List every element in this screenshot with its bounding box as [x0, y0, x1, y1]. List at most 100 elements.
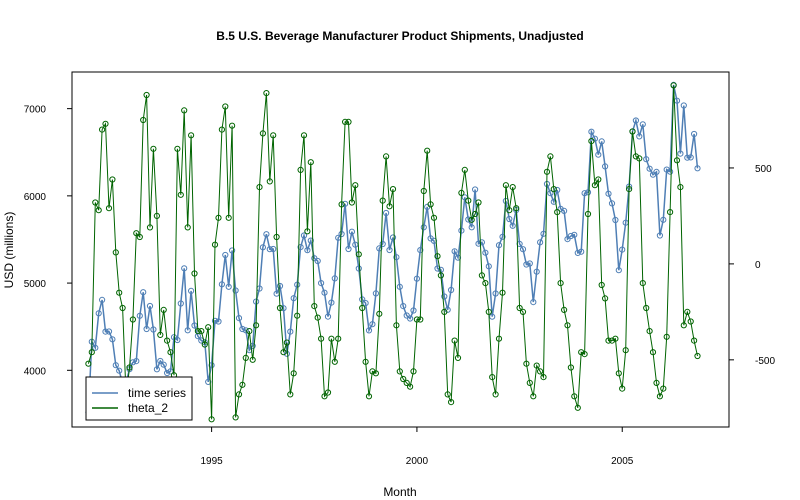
data-point-theta-2 [502, 182, 509, 189]
data-point-time-series [554, 186, 561, 194]
y-tick-label: 4000 [24, 366, 47, 377]
y-tick-label: 6000 [24, 192, 47, 203]
data-point-time-series [475, 240, 482, 247]
data-point-theta-2 [218, 126, 225, 133]
data-point-theta-2 [324, 389, 332, 396]
series-theta-2 [85, 82, 701, 423]
data-point-theta-2 [369, 368, 376, 375]
data-point-theta-2 [492, 391, 499, 398]
data-point-theta-2 [256, 184, 263, 191]
data-point-theta-2 [605, 337, 612, 344]
data-point-time-series [571, 231, 578, 238]
data-point-time-series [372, 290, 379, 297]
data-point-theta-2 [495, 335, 503, 342]
data-point-time-series [526, 260, 533, 267]
data-point-theta-2 [150, 145, 157, 152]
data-point-time-series [314, 257, 321, 265]
data-point-theta-2 [222, 103, 229, 110]
data-point-time-series [653, 168, 660, 175]
data-point-theta-2 [437, 272, 444, 279]
data-point-theta-2 [280, 349, 287, 356]
data-point-time-series [413, 275, 420, 282]
data-point-theta-2 [561, 306, 568, 313]
data-point-theta-2 [146, 224, 154, 231]
data-point-time-series [290, 295, 297, 302]
data-point-theta-2 [584, 210, 592, 218]
data-point-time-series [105, 328, 113, 335]
data-point-time-series [266, 246, 273, 253]
data-point-time-series [136, 312, 143, 319]
data-point-theta-2 [239, 381, 246, 388]
data-point-time-series [143, 325, 150, 333]
data-point-theta-2 [191, 270, 198, 277]
data-point-theta-2 [519, 308, 527, 315]
data-point-theta-2 [338, 201, 345, 208]
data-point-time-series [287, 328, 294, 335]
data-point-theta-2 [225, 214, 232, 221]
data-point-theta-2 [184, 224, 191, 231]
y2-tick-label: 500 [755, 164, 772, 175]
data-point-theta-2 [359, 304, 366, 312]
data-point-time-series [239, 325, 246, 333]
data-point-time-series [680, 102, 687, 109]
data-point-theta-2 [314, 314, 321, 321]
data-point-time-series [201, 339, 208, 346]
data-point-theta-2 [448, 399, 455, 406]
data-point-theta-2 [526, 379, 533, 386]
data-point-time-series [92, 344, 99, 351]
data-point-time-series [643, 156, 650, 163]
data-point-theta-2 [242, 354, 249, 361]
data-point-time-series [225, 283, 232, 290]
data-point-theta-2 [215, 214, 222, 221]
data-point-theta-2 [335, 335, 342, 342]
data-point-time-series [646, 165, 653, 172]
series-line-time-series [87, 84, 699, 413]
data-point-time-series [615, 267, 622, 274]
data-point-theta-2 [198, 328, 205, 335]
data-point-theta-2 [328, 335, 335, 342]
data-point-theta-2 [181, 107, 188, 114]
data-point-time-series [307, 237, 314, 244]
data-point-time-series [321, 289, 328, 296]
data-point-theta-2 [653, 379, 660, 386]
data-point-time-series [116, 367, 123, 374]
data-point-time-series [188, 287, 195, 294]
data-point-time-series [146, 302, 154, 310]
data-point-theta-2 [434, 253, 441, 260]
data-point-theta-2 [153, 212, 160, 219]
data-point-theta-2 [472, 210, 479, 218]
data-point-time-series [270, 245, 277, 253]
x-tick-label: 1995 [200, 456, 223, 467]
data-point-time-series [109, 336, 116, 343]
data-point-theta-2 [342, 118, 349, 126]
data-point-theta-2 [372, 370, 379, 377]
data-point-theta-2 [229, 122, 236, 129]
data-point-theta-2 [143, 91, 150, 99]
data-point-theta-2 [646, 328, 653, 335]
data-point-time-series [660, 216, 667, 223]
data-point-theta-2 [88, 349, 95, 356]
data-point-time-series [232, 287, 239, 294]
data-point-theta-2 [311, 303, 318, 310]
data-point-theta-2 [331, 358, 338, 365]
data-point-time-series [102, 328, 109, 335]
data-point-theta-2 [160, 306, 167, 313]
y-tick-label: 5000 [24, 279, 47, 290]
data-point-theta-2 [458, 189, 465, 196]
data-point-time-series [489, 313, 496, 320]
data-point-theta-2 [266, 178, 273, 185]
data-point-theta-2 [400, 375, 407, 383]
data-point-time-series [492, 290, 499, 297]
data-point-theta-2 [444, 391, 451, 398]
data-point-time-series [687, 154, 694, 161]
data-point-theta-2 [424, 147, 431, 154]
data-point-time-series [324, 313, 332, 320]
data-point-time-series [338, 230, 345, 238]
data-point-time-series [222, 251, 229, 259]
data-point-theta-2 [253, 322, 260, 329]
data-point-theta-2 [622, 347, 629, 354]
data-point-time-series [519, 246, 527, 253]
data-point-theta-2 [626, 186, 633, 193]
data-point-time-series [578, 248, 585, 255]
data-point-theta-2 [259, 130, 266, 137]
